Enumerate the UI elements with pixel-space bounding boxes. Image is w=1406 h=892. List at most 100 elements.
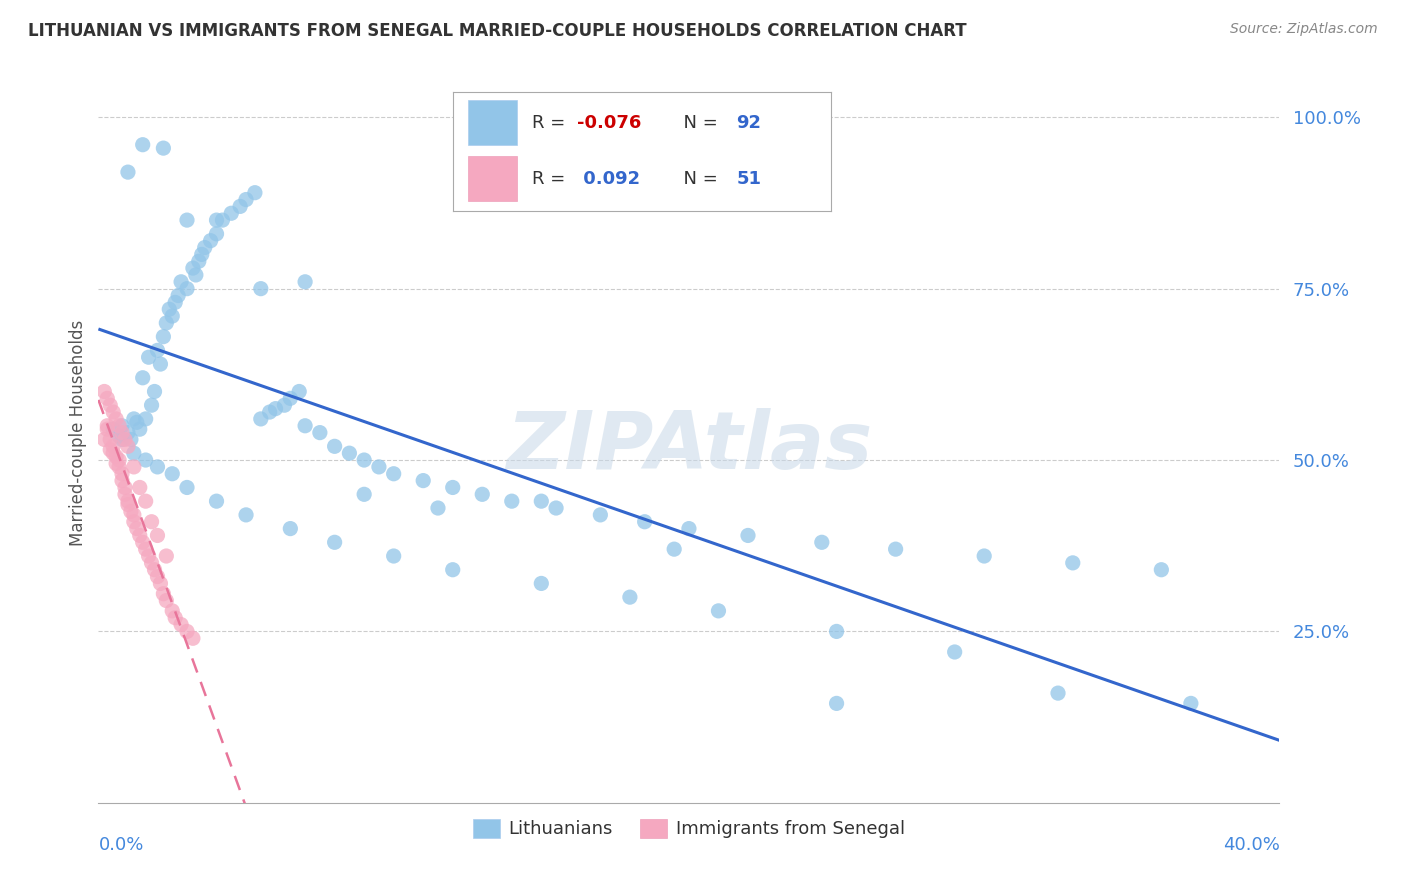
Point xyxy=(884,542,907,557)
Point xyxy=(111,425,134,440)
Point xyxy=(323,535,346,549)
Point xyxy=(122,412,145,426)
Point xyxy=(546,501,568,516)
Point xyxy=(114,487,136,501)
Point xyxy=(103,446,125,460)
Point xyxy=(221,206,243,220)
Point xyxy=(128,528,150,542)
Point xyxy=(589,508,612,522)
Point xyxy=(111,433,134,447)
Point xyxy=(339,446,361,460)
Point xyxy=(382,549,405,563)
Point xyxy=(146,459,169,474)
Point xyxy=(211,213,233,227)
Point xyxy=(105,457,128,471)
Point xyxy=(176,282,198,296)
Text: LITHUANIAN VS IMMIGRANTS FROM SENEGAL MARRIED-COUPLE HOUSEHOLDS CORRELATION CHAR: LITHUANIAN VS IMMIGRANTS FROM SENEGAL MA… xyxy=(28,22,967,40)
Point xyxy=(229,199,252,213)
Point xyxy=(155,549,177,563)
Point xyxy=(135,412,157,426)
Point xyxy=(98,433,121,447)
Point xyxy=(181,261,204,276)
Point xyxy=(117,498,139,512)
Point xyxy=(243,186,266,200)
Point xyxy=(111,474,134,488)
Point xyxy=(191,247,214,261)
Point xyxy=(93,384,115,399)
Point xyxy=(187,254,209,268)
Point xyxy=(176,213,198,227)
Point xyxy=(353,487,375,501)
Point xyxy=(280,522,302,536)
Point xyxy=(146,343,169,358)
Point xyxy=(152,141,174,155)
Point xyxy=(825,624,848,639)
Point xyxy=(176,480,198,494)
Point xyxy=(128,422,150,436)
Point xyxy=(117,165,139,179)
Point xyxy=(146,569,169,583)
Point xyxy=(128,480,150,494)
Point xyxy=(288,384,311,399)
Point xyxy=(152,587,174,601)
Point xyxy=(412,474,434,488)
Y-axis label: Married-couple Households: Married-couple Households xyxy=(69,319,87,546)
Point xyxy=(184,268,207,282)
Point xyxy=(235,508,257,522)
Point xyxy=(264,401,287,416)
Point xyxy=(167,288,190,302)
Point xyxy=(132,371,155,385)
Point xyxy=(1062,556,1084,570)
Point xyxy=(96,392,118,406)
Point xyxy=(259,405,281,419)
Text: ZIPAtlas: ZIPAtlas xyxy=(506,409,872,486)
Point xyxy=(155,316,177,330)
Point xyxy=(141,556,163,570)
Point xyxy=(132,535,155,549)
Point xyxy=(165,295,187,310)
Point xyxy=(108,418,131,433)
Point xyxy=(176,624,198,639)
Text: 40.0%: 40.0% xyxy=(1223,836,1279,855)
Point xyxy=(427,501,450,516)
Point xyxy=(108,429,131,443)
Point xyxy=(122,446,145,460)
Point xyxy=(664,542,686,557)
Point xyxy=(141,515,163,529)
Point xyxy=(135,494,157,508)
Point xyxy=(382,467,405,481)
Point xyxy=(117,439,139,453)
Point xyxy=(120,433,142,447)
Point xyxy=(93,433,115,447)
Point xyxy=(1046,686,1070,700)
Point xyxy=(250,412,273,426)
Point xyxy=(530,576,553,591)
Point xyxy=(323,439,346,453)
Point xyxy=(294,418,316,433)
Point xyxy=(135,542,157,557)
Point xyxy=(165,610,187,624)
Point xyxy=(105,450,128,464)
Point xyxy=(501,494,523,508)
Legend: Lithuanians, Immigrants from Senegal: Lithuanians, Immigrants from Senegal xyxy=(465,812,912,846)
Point xyxy=(114,433,136,447)
Point xyxy=(353,453,375,467)
Point xyxy=(194,240,217,255)
Point xyxy=(162,309,183,323)
Point xyxy=(825,697,848,711)
Point xyxy=(98,442,121,457)
Point xyxy=(111,418,134,433)
Text: Source: ZipAtlas.com: Source: ZipAtlas.com xyxy=(1230,22,1378,37)
Point xyxy=(108,459,131,474)
Point xyxy=(117,425,139,440)
Point xyxy=(114,480,136,494)
Point xyxy=(157,302,180,317)
Point xyxy=(162,467,183,481)
Point xyxy=(108,453,131,467)
Point xyxy=(162,604,183,618)
Point xyxy=(152,329,174,343)
Point xyxy=(200,234,222,248)
Point xyxy=(294,275,316,289)
Point xyxy=(143,384,166,399)
Point xyxy=(205,227,228,241)
